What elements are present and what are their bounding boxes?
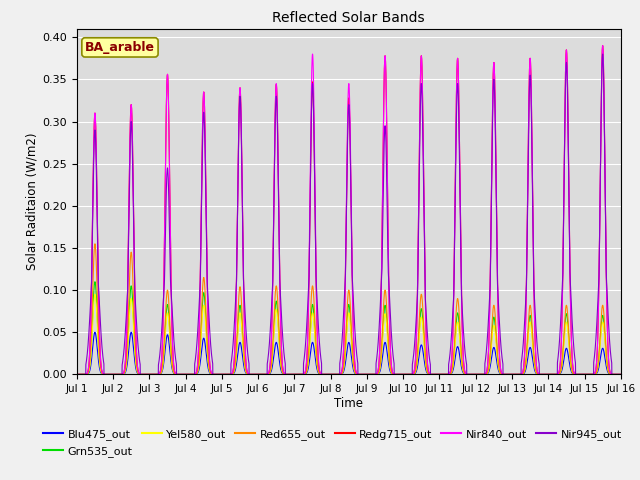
Line: Nir840_out: Nir840_out: [77, 46, 621, 374]
Text: BA_arable: BA_arable: [85, 41, 155, 54]
Yel580_out: [616, 372, 624, 377]
Red655_out: [329, 372, 337, 377]
Red655_out: [441, 372, 449, 377]
Line: Blu475_out: Blu475_out: [77, 332, 621, 374]
Nir945_out: [471, 372, 479, 377]
Yel580_out: [471, 372, 479, 377]
Redg715_out: [440, 372, 448, 377]
Blu475_out: [441, 372, 449, 377]
Grn535_out: [616, 372, 624, 377]
Redg715_out: [502, 372, 509, 377]
Nir945_out: [617, 372, 625, 377]
Redg715_out: [328, 372, 336, 377]
Yel580_out: [329, 372, 337, 377]
Red655_out: [171, 371, 179, 376]
Line: Redg715_out: Redg715_out: [77, 46, 621, 374]
Nir945_out: [616, 372, 624, 377]
Yel580_out: [617, 372, 625, 377]
Red655_out: [616, 372, 624, 377]
Nir840_out: [502, 372, 509, 377]
Grn535_out: [329, 372, 337, 377]
Title: Reflected Solar Bands: Reflected Solar Bands: [273, 11, 425, 25]
Nir840_out: [171, 368, 179, 374]
Nir945_out: [328, 372, 336, 377]
Blu475_out: [471, 372, 479, 377]
Redg715_out: [471, 372, 479, 377]
Redg715_out: [599, 43, 607, 48]
Legend: Blu475_out, Grn535_out, Yel580_out, Red655_out, Redg715_out, Nir840_out, Nir945_: Blu475_out, Grn535_out, Yel580_out, Red6…: [39, 425, 626, 461]
Nir945_out: [502, 372, 509, 377]
Red655_out: [502, 372, 509, 377]
Nir945_out: [171, 346, 179, 351]
Grn535_out: [91, 279, 99, 285]
Nir945_out: [73, 372, 81, 377]
X-axis label: Time: Time: [334, 397, 364, 410]
Red655_out: [617, 372, 625, 377]
Redg715_out: [617, 372, 625, 377]
Blu475_out: [91, 329, 99, 335]
Blu475_out: [329, 372, 337, 377]
Blu475_out: [171, 371, 179, 377]
Grn535_out: [502, 372, 509, 377]
Line: Nir945_out: Nir945_out: [77, 54, 621, 374]
Line: Red655_out: Red655_out: [77, 244, 621, 374]
Red655_out: [73, 372, 81, 377]
Line: Grn535_out: Grn535_out: [77, 282, 621, 374]
Red655_out: [91, 241, 99, 247]
Red655_out: [471, 372, 479, 377]
Redg715_out: [616, 372, 624, 377]
Redg715_out: [171, 368, 179, 374]
Grn535_out: [171, 371, 179, 377]
Redg715_out: [73, 372, 81, 377]
Nir840_out: [440, 372, 448, 377]
Blu475_out: [502, 372, 509, 377]
Grn535_out: [441, 372, 449, 377]
Yel580_out: [502, 372, 509, 377]
Yel580_out: [441, 372, 449, 377]
Nir840_out: [599, 43, 607, 48]
Blu475_out: [617, 372, 625, 377]
Nir840_out: [617, 372, 625, 377]
Yel580_out: [171, 371, 179, 377]
Nir840_out: [328, 372, 336, 377]
Yel580_out: [73, 372, 81, 377]
Blu475_out: [616, 372, 624, 377]
Grn535_out: [73, 372, 81, 377]
Yel580_out: [91, 291, 99, 297]
Nir945_out: [440, 372, 448, 377]
Grn535_out: [471, 372, 479, 377]
Y-axis label: Solar Raditaion (W/m2): Solar Raditaion (W/m2): [25, 133, 38, 270]
Line: Yel580_out: Yel580_out: [77, 294, 621, 374]
Blu475_out: [73, 372, 81, 377]
Nir840_out: [471, 372, 479, 377]
Nir945_out: [599, 51, 607, 57]
Nir840_out: [73, 372, 81, 377]
Nir840_out: [616, 372, 624, 377]
Grn535_out: [617, 372, 625, 377]
